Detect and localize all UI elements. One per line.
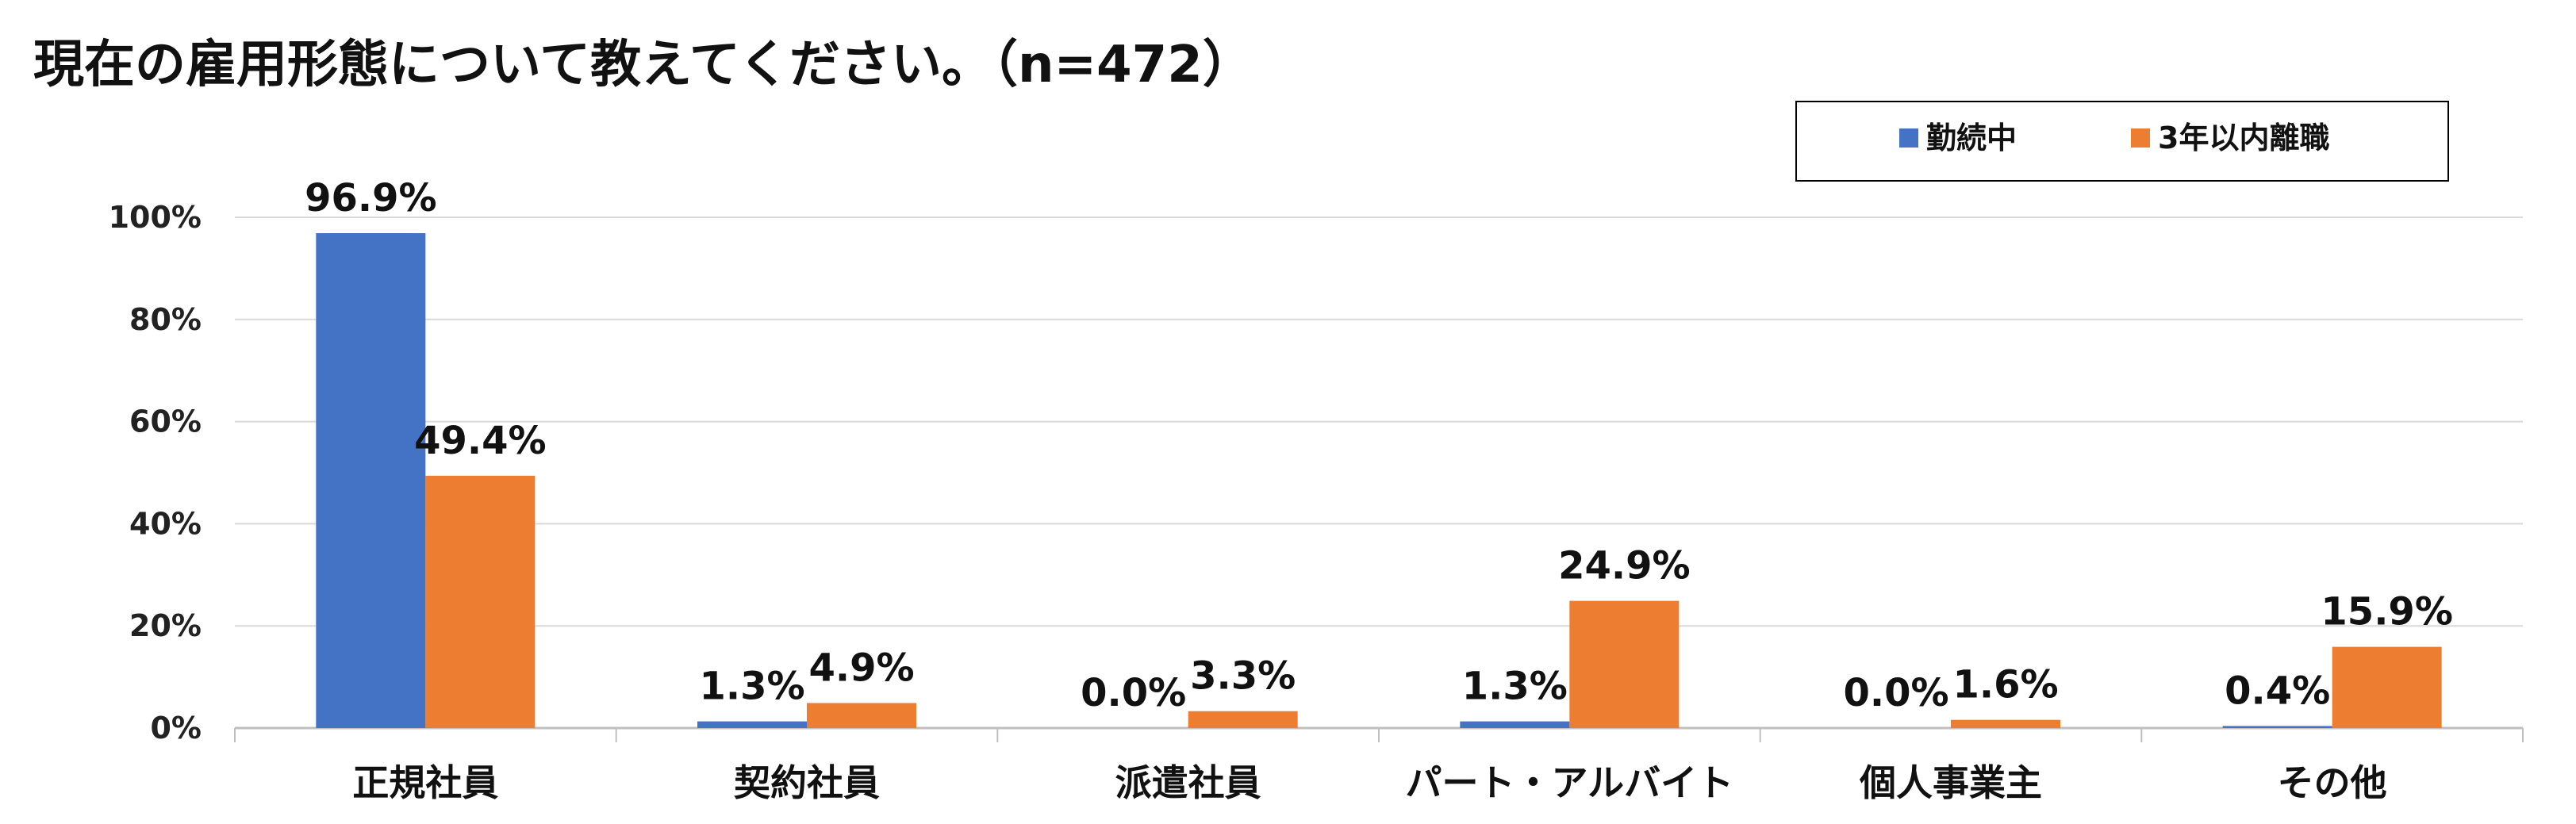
bar [2332,646,2442,728]
data-label: 1.6% [1952,663,2058,707]
category-label: 個人事業主 [1859,761,2042,804]
bar [1569,600,1680,728]
data-label: 15.9% [2321,590,2453,634]
y-tick-label: 40% [129,506,202,541]
data-labels: 96.9%49.4%1.3% 4.9%0.0% 3.3% 1.3%24.9%0.0% 1… [305,176,2453,715]
y-tick-label: 0% [150,711,202,745]
bar [1188,711,1298,728]
legend-swatch [2131,128,2150,148]
y-tick-label: 20% [129,608,202,643]
bar [1460,721,1570,728]
category-label: 契約社員 [734,761,880,804]
legend-box [1795,101,2449,182]
bar [697,721,807,728]
bar [1951,719,2060,728]
x-axis-categories: 正規社員 契約社員 派遣社員 パート・アルバイト 個人事業主 その他 [352,761,2386,804]
category-label: 正規社員 [352,761,498,804]
bar [425,475,536,728]
data-label: 1.3% [1462,665,1568,709]
bars [316,232,2442,728]
legend-label: 勤続中 [1926,121,2017,155]
legend: 勤続中 3年以内離職 [1795,101,2449,182]
y-tick-label: 80% [129,302,202,337]
data-label: 0.0% [1843,671,1948,715]
gridlines [234,217,2524,742]
data-label: 1.3% [699,665,804,709]
data-label: 0.0% [1081,671,1186,715]
data-label: 24.9% [1558,544,1691,588]
y-tick-label: 60% [129,404,202,439]
data-label: 0.4% [2225,669,2330,713]
category-label: その他 [2278,761,2387,804]
category-label: パート・アルバイト [1406,761,1734,804]
bar [316,232,426,728]
y-axis-ticks: 0% 20% 40% 60% 80% 100% [109,200,202,745]
data-label: 4.9% [808,646,914,690]
data-label: 3.3% [1190,654,1296,699]
bar [2222,726,2332,728]
legend-swatch [1899,128,1918,148]
data-label: 96.9% [305,176,437,220]
bar [807,703,916,728]
chart-title: 現在の雇用形態について教えてください。（n=472） [33,36,1253,94]
legend-label: 3年以内離職 [2158,121,2329,155]
category-label: 派遣社員 [1115,761,1261,804]
y-tick-label: 100% [109,200,202,235]
data-label: 49.4% [414,419,547,463]
